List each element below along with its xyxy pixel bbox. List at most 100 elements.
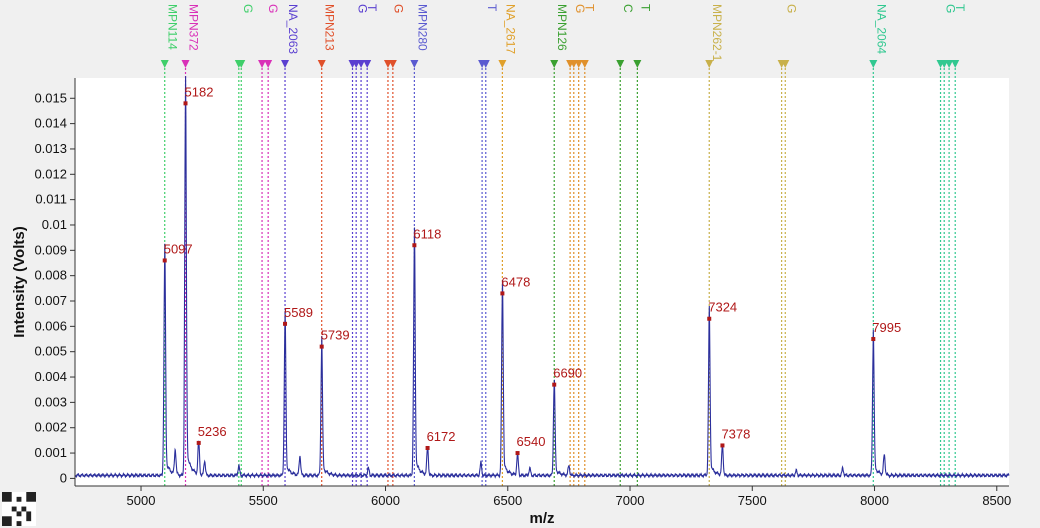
peak-point[interactable] <box>283 321 288 326</box>
peak-point[interactable] <box>871 337 876 342</box>
marker-label: T <box>365 4 379 12</box>
marker-label: G <box>241 4 255 13</box>
marker-label: T <box>638 4 652 12</box>
marker-label: MPN372 <box>187 4 201 51</box>
marker-lines: MPN114 MPN372 G G NA_2063 MPN213 GT G MPN280 T NA_… <box>160 4 967 486</box>
marker-label: NA_2617 <box>503 4 517 54</box>
marker-label: C <box>621 4 635 13</box>
y-tick-label: 0.013 <box>34 141 67 156</box>
marker-label: G <box>391 4 405 13</box>
marker-label: NA_2064 <box>874 4 888 54</box>
spectrum-line <box>74 76 1010 479</box>
y-tick-label: 0.011 <box>35 192 67 207</box>
marker-triangle <box>258 60 267 68</box>
marker-label: G <box>943 4 957 13</box>
marker-triangle <box>363 60 372 68</box>
peak-label: 7995 <box>872 320 901 335</box>
y-tick-label: 0.005 <box>34 344 67 359</box>
plot-area[interactable] <box>75 78 1009 486</box>
spectrum-trace <box>74 76 1010 479</box>
peak-point[interactable] <box>707 316 712 321</box>
marker-triangle <box>237 60 246 68</box>
marker-label: MPN213 <box>323 4 337 51</box>
marker-triangle <box>357 60 366 68</box>
marker-triangle <box>781 60 790 68</box>
marker-triangle <box>281 60 290 68</box>
y-tick-label: 0.008 <box>34 268 67 283</box>
marker-label: G <box>266 4 280 13</box>
qr-code-icon <box>2 492 36 526</box>
peak-label: 6540 <box>517 434 546 449</box>
peak-label: 6118 <box>413 226 441 241</box>
x-axis-title: m/z <box>529 510 554 527</box>
marker-label: G <box>784 4 798 13</box>
peak-point[interactable] <box>412 243 417 248</box>
marker-triangle <box>580 60 589 68</box>
marker-triangle <box>498 60 507 68</box>
y-tick-label: 0 <box>60 470 67 485</box>
peak-label: 7378 <box>721 426 750 441</box>
y-tick-label: 0.009 <box>34 242 67 257</box>
marker-triangle <box>181 60 190 68</box>
marker-triangle <box>574 60 583 68</box>
y-tick-label: 0.014 <box>34 116 67 131</box>
y-tick-label: 0.012 <box>34 166 67 181</box>
x-tick-label: 6000 <box>371 493 400 508</box>
x-tick-label: 8000 <box>860 493 889 508</box>
peak-point[interactable] <box>319 344 324 349</box>
peak-label: 7324 <box>708 300 737 315</box>
y-tick-label: 0.002 <box>34 420 67 435</box>
y-tick-label: 0.006 <box>34 318 67 333</box>
marker-label: T <box>583 4 597 12</box>
axes <box>74 78 1009 487</box>
marker-triangle <box>869 60 878 68</box>
peak-point[interactable] <box>425 445 430 450</box>
y-tick-label: 0.003 <box>34 394 67 409</box>
peak-label: 5739 <box>321 328 350 343</box>
x-tick-label: 8500 <box>982 493 1011 508</box>
x-tick-label: 5000 <box>127 493 156 508</box>
peak-point[interactable] <box>162 258 167 263</box>
peak-label: 6172 <box>427 429 456 444</box>
marker-triangle <box>633 60 642 68</box>
peak-point[interactable] <box>515 451 520 456</box>
marker-triangle <box>550 60 559 68</box>
peak-point[interactable] <box>183 101 188 106</box>
peak-point[interactable] <box>720 443 725 448</box>
peak-labels: 5097 5182 5236 5589 5739 6118 6172 6478 6540 6690… <box>162 84 901 456</box>
marker-triangle <box>945 60 954 68</box>
marker-triangle <box>481 60 490 68</box>
marker-triangle <box>410 60 419 68</box>
x-tick-label: 6500 <box>493 493 522 508</box>
peak-label: 5236 <box>198 424 227 439</box>
marker-triangle <box>616 60 625 68</box>
marker-triangle <box>317 60 326 68</box>
marker-triangle <box>705 60 714 68</box>
marker-triangle <box>264 60 273 68</box>
marker-triangle <box>388 60 397 68</box>
marker-triangle <box>951 60 960 68</box>
marker-label: G <box>355 4 369 13</box>
peak-label: 6690 <box>553 366 582 381</box>
x-tick-label: 7500 <box>738 493 767 508</box>
x-tick-label: 5500 <box>249 493 278 508</box>
y-tick-label: 0.01 <box>42 217 67 232</box>
y-tick-label: 0.004 <box>34 369 67 384</box>
marker-label: MPN126 <box>555 4 569 51</box>
marker-label: NA_2063 <box>286 4 300 54</box>
y-tick-label: 0.015 <box>34 90 67 105</box>
marker-label: T <box>953 4 967 12</box>
y-axis-title: Intensity (Volts) <box>11 226 28 337</box>
peak-label: 5589 <box>284 305 313 320</box>
marker-label: G <box>573 4 587 13</box>
peak-label: 6478 <box>501 274 530 289</box>
y-tick-label: 0.007 <box>34 293 67 308</box>
peak-label: 5097 <box>164 241 193 256</box>
peak-point[interactable] <box>500 291 505 296</box>
peak-point[interactable] <box>552 382 557 387</box>
y-tick-label: 0.001 <box>34 445 67 460</box>
marker-label: T <box>485 4 499 12</box>
peak-point[interactable] <box>196 440 201 445</box>
marker-label: MPN262-1 <box>710 4 724 62</box>
